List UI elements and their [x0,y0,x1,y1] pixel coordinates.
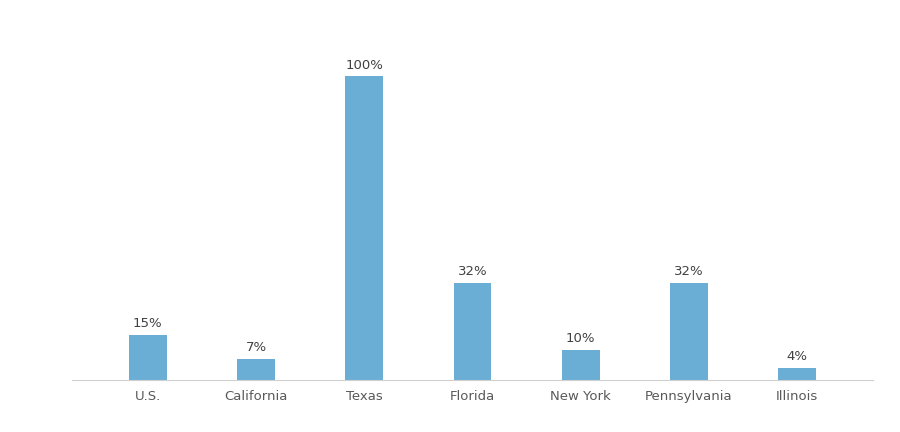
Text: 10%: 10% [566,332,596,345]
Bar [237,359,275,380]
Text: 32%: 32% [458,265,487,278]
Bar [670,283,708,380]
Text: 32%: 32% [674,265,704,278]
Bar [346,76,383,380]
Text: 15%: 15% [133,317,163,330]
Text: 4%: 4% [787,350,807,363]
Bar [129,334,166,380]
Bar [778,368,816,380]
Bar [454,283,491,380]
Bar [562,350,599,380]
Text: 7%: 7% [246,341,266,354]
Text: 100%: 100% [346,59,383,72]
